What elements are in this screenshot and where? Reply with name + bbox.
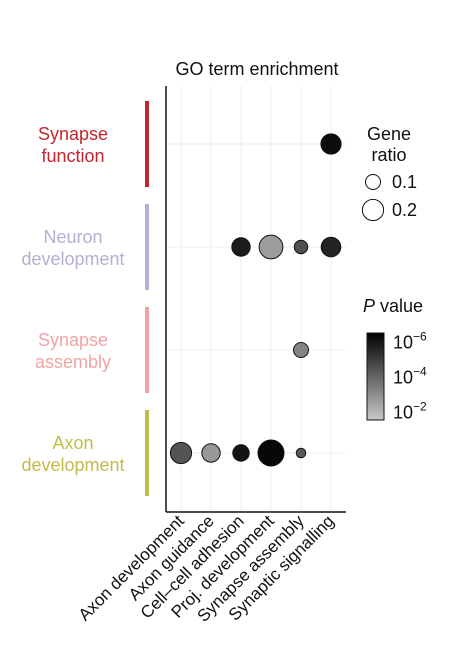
p-value-tick-label: 10−6 (393, 330, 427, 353)
gene-ratio-legend-circle (364, 173, 382, 191)
chart-title: GO term enrichment (175, 59, 338, 79)
gene-ratio-legend-label: 0.1 (392, 172, 417, 192)
row-group-bar (145, 204, 149, 290)
p-value-tick-base: 10 (393, 402, 413, 422)
p-value-legend-title-rest: value (375, 296, 423, 316)
row-group-label: Synapse (38, 330, 108, 350)
row-group-labels: SynapsefunctionNeurondevelopmentSynapsea… (21, 101, 149, 496)
p-value-legend-title: P value (363, 296, 423, 316)
data-point (201, 443, 221, 463)
row-group-label: Synapse (38, 124, 108, 144)
data-point (169, 441, 193, 465)
gene-ratio-legend-title: ratio (371, 145, 406, 165)
p-value-tick-base: 10 (393, 368, 413, 388)
grid (166, 86, 346, 512)
gene-ratio-legend-title: Gene (367, 124, 411, 144)
data-point (293, 239, 309, 255)
row-group-label: function (41, 146, 104, 166)
data-point (232, 444, 250, 462)
data-point (292, 341, 310, 359)
data-point (295, 447, 307, 459)
data-points (169, 133, 342, 467)
gene-ratio-legend-label: 0.2 (392, 200, 417, 220)
data-point (258, 234, 284, 260)
row-group-label: assembly (35, 352, 111, 372)
p-value-tick-exponent: −2 (413, 399, 427, 413)
gene-ratio-legend-circle (361, 198, 385, 222)
p-value-tick-exponent: −4 (413, 365, 427, 379)
row-group-bar (145, 410, 149, 496)
row-group-bar (145, 101, 149, 187)
row-group-label: development (21, 249, 124, 269)
data-point (257, 439, 285, 467)
row-group-label: Axon (52, 433, 93, 453)
p-value-tick-base: 10 (393, 333, 413, 353)
p-value-colorbar (366, 332, 385, 421)
row-group-label: development (21, 455, 124, 475)
data-point (320, 236, 342, 258)
row-group-label: Neuron (43, 227, 102, 247)
data-point (231, 237, 251, 257)
p-value-tick-label: 10−2 (393, 399, 427, 422)
p-value-tick-label: 10−4 (393, 365, 427, 388)
data-point (320, 133, 342, 155)
axes (165, 86, 346, 513)
row-group-bar (145, 307, 149, 393)
p-value-tick-exponent: −6 (413, 330, 427, 344)
p-value-legend-title-italic: P (363, 296, 375, 316)
